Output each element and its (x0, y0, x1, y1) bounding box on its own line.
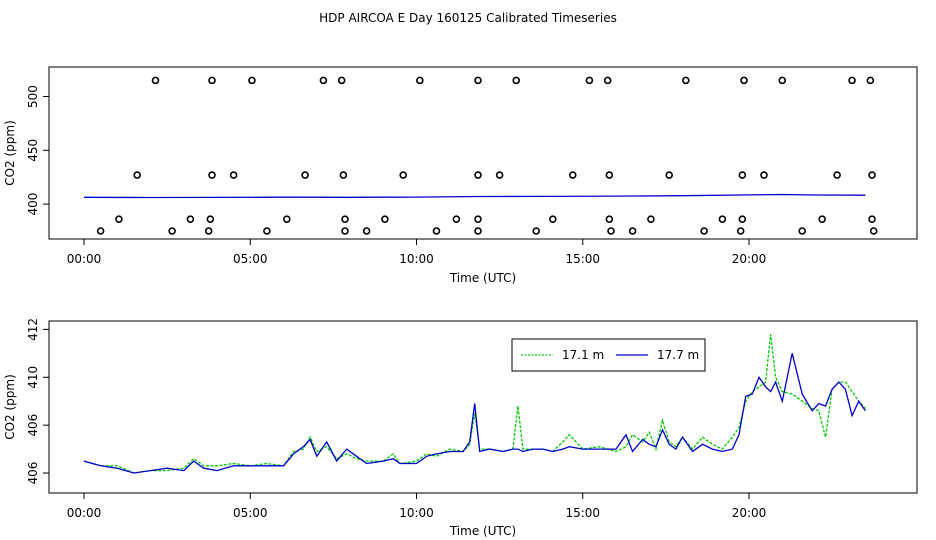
y-tick-label: 450 (26, 139, 40, 162)
data-point (151, 76, 160, 85)
data-point (868, 171, 876, 179)
data-point (208, 76, 216, 85)
data-point (700, 227, 708, 235)
bottom-plot-frame (48, 320, 918, 494)
data-point (208, 171, 216, 179)
top-y-axis-title: CO2 (ppm) (3, 120, 17, 186)
x-tick-label: 15:00 (565, 506, 600, 520)
data-point (603, 76, 612, 85)
x-tick-label: 15:00 (565, 252, 600, 266)
data-point (628, 227, 637, 235)
data-point (585, 76, 594, 85)
data-point (736, 227, 745, 235)
x-tick-label: 20:00 (732, 506, 767, 520)
data-point (341, 227, 349, 235)
data-point (682, 76, 690, 85)
x-tick-label: 00:00 (67, 506, 102, 520)
data-point (778, 76, 787, 85)
data-point (512, 76, 521, 85)
bottom-x-axis-title: Time (UTC) (449, 524, 516, 538)
bottom-line-panel: 00:00 05:00 10:00 15:00 20:00 406 406 410 412 T… (3, 318, 918, 538)
bottom-y-axis-title: CO2 (ppm) (3, 374, 17, 440)
x-tick-label: 20:00 (732, 252, 767, 266)
data-point (206, 215, 215, 223)
data-point (738, 215, 747, 223)
y-tick-label: 500 (26, 85, 40, 108)
data-point (798, 227, 807, 235)
data-point (833, 171, 841, 179)
data-point (866, 76, 875, 85)
data-point (848, 76, 856, 85)
data-point (339, 171, 348, 179)
data-point (229, 171, 238, 179)
data-point (818, 215, 826, 223)
y-tick-label: 412 (26, 318, 40, 341)
bottom-y-axis: 406 406 410 412 (26, 318, 49, 485)
data-point (474, 215, 482, 223)
data-point (665, 171, 674, 179)
data-point (319, 76, 328, 85)
data-point (760, 171, 768, 179)
legend-box (511, 338, 706, 372)
data-point (204, 227, 213, 235)
top-x-axis-title: Time (UTC) (449, 271, 516, 285)
data-point (607, 227, 615, 235)
x-tick-label: 00:00 (67, 252, 102, 266)
chart-title: HDP AIRCOA E Day 160125 Calibrated Times… (319, 11, 617, 25)
data-point (740, 76, 748, 85)
data-point (133, 171, 141, 179)
top-scatter-panel: 00:00 05:00 10:00 15:00 20:00 400 450 500 Time… (3, 66, 918, 285)
data-point (568, 171, 577, 179)
data-point (362, 227, 371, 235)
data-point (868, 215, 876, 223)
data-point (549, 215, 557, 223)
series-line-17-7-m (83, 353, 866, 474)
data-point (263, 227, 271, 235)
legend-label-17-1m: 17.1 m (562, 348, 604, 362)
data-point (474, 171, 482, 179)
data-point (474, 227, 482, 235)
data-point (869, 227, 878, 235)
top-y-axis: 400 450 500 (26, 85, 49, 216)
data-point (186, 215, 195, 223)
data-point (416, 76, 424, 85)
x-tick-label: 10:00 (399, 252, 434, 266)
bottom-data-marks (83, 334, 866, 474)
legend: 17.1 m 17.7 m (511, 338, 706, 372)
y-tick-label: 406 (26, 462, 40, 485)
data-point (337, 76, 346, 85)
data-point (168, 227, 176, 235)
bottom-x-axis: 00:00 05:00 10:00 15:00 20:00 (67, 493, 767, 520)
y-tick-label: 410 (26, 366, 40, 389)
data-point (605, 171, 614, 179)
data-point (532, 227, 541, 235)
data-point (605, 215, 614, 223)
data-point (738, 171, 747, 179)
data-point (452, 215, 461, 223)
data-point (96, 227, 105, 235)
top-plot-frame (48, 66, 918, 240)
data-point (115, 215, 123, 223)
y-tick-label: 406 (26, 414, 40, 437)
data-point (399, 171, 408, 179)
data-point (248, 76, 256, 85)
legend-label-17-7m: 17.7 m (657, 348, 699, 362)
data-point (301, 171, 309, 179)
data-point (474, 76, 482, 85)
top-x-axis: 00:00 05:00 10:00 15:00 20:00 (67, 239, 767, 266)
top-data-marks (83, 76, 878, 235)
x-tick-label: 05:00 (233, 506, 268, 520)
y-tick-label: 400 (26, 193, 40, 216)
data-point (718, 215, 727, 223)
x-tick-label: 10:00 (399, 506, 434, 520)
series-line-series-1 (83, 193, 866, 199)
data-point (647, 215, 655, 223)
data-point (381, 215, 389, 223)
data-point (432, 227, 441, 235)
x-tick-label: 05:00 (233, 252, 268, 266)
data-point (341, 215, 349, 223)
data-point (495, 171, 504, 179)
data-point (283, 215, 291, 223)
